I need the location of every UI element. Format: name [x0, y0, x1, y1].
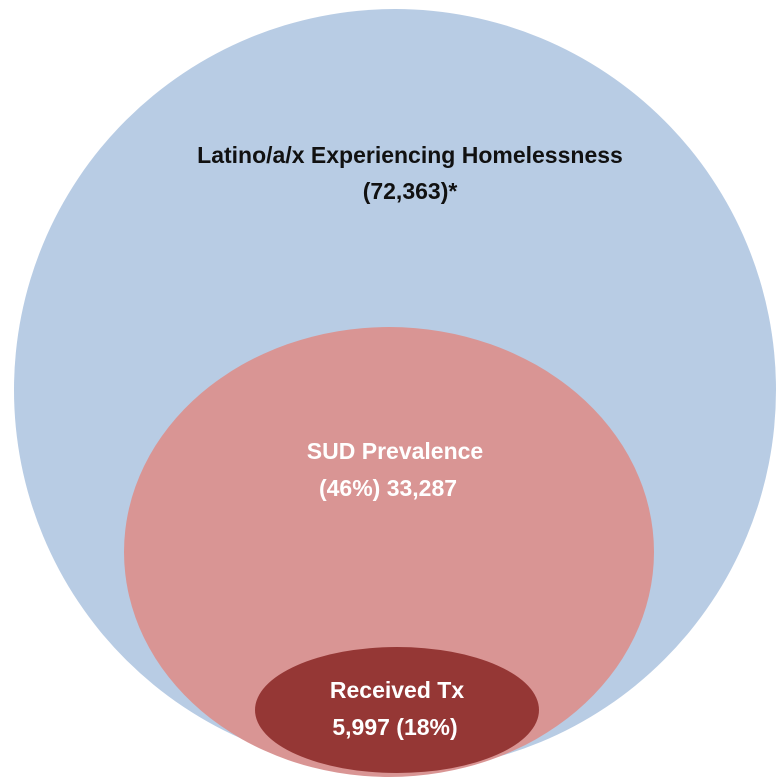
inner-label-line1: Received Tx: [330, 677, 464, 703]
middle-label-line1: SUD Prevalence: [307, 438, 483, 464]
middle-label-stat: (46%) 33,287: [319, 475, 457, 501]
inner-label-stat: 5,997 (18%): [332, 714, 457, 740]
sud-prevalence-ellipse: [124, 327, 654, 777]
received-treatment-ellipse: [255, 647, 539, 773]
outer-label-line1: Latino/a/x Experiencing Homelessness: [197, 142, 623, 168]
outer-label-count: (72,363)*: [363, 178, 458, 204]
